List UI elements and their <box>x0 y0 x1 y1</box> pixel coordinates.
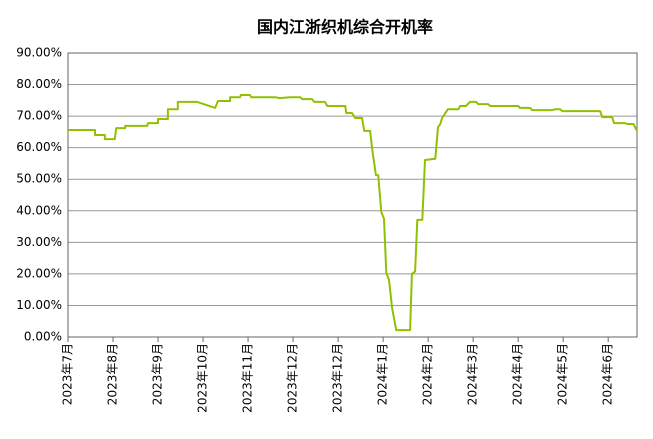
x-tick-label: 2024年6月 <box>601 343 615 405</box>
y-tick-label: 30.00% <box>16 235 62 249</box>
y-tick-label: 10.00% <box>16 298 62 312</box>
x-tick-label: 2023年7月 <box>61 343 75 405</box>
line <box>68 94 638 332</box>
x-tick-label: 2024年4月 <box>511 343 525 405</box>
y-tick-label: 60.00% <box>16 140 62 154</box>
x-tick-label: 2023年12月 <box>286 343 300 413</box>
x-tick-label: 2023年10月 <box>196 343 210 413</box>
plot-border <box>67 52 638 338</box>
y-tick-label: 0.00% <box>24 330 62 344</box>
y-tick-label: 20.00% <box>16 266 62 280</box>
y-tick-label: 40.00% <box>16 203 62 217</box>
x-tick-label: 2024年3月 <box>466 343 480 405</box>
y-tick-label: 90.00% <box>16 46 62 60</box>
y-tick-label: 50.00% <box>16 172 62 186</box>
x-tick-label: 2023年11月 <box>241 343 255 413</box>
x-tick-label: 2023年9月 <box>151 343 165 405</box>
x-tick-label: 2024年2月 <box>421 343 435 405</box>
x-tick-label: 2024年5月 <box>556 343 570 405</box>
chart-title: 国内江浙织机综合开机率 <box>257 18 433 37</box>
x-tick-label: 2023年12月 <box>331 343 345 413</box>
y-tick-label: 80.00% <box>16 77 62 91</box>
y-tick-label: 70.00% <box>16 109 62 123</box>
x-tick-label: 2023年8月 <box>106 343 120 405</box>
x-tick-label: 2024年1月 <box>376 343 390 405</box>
